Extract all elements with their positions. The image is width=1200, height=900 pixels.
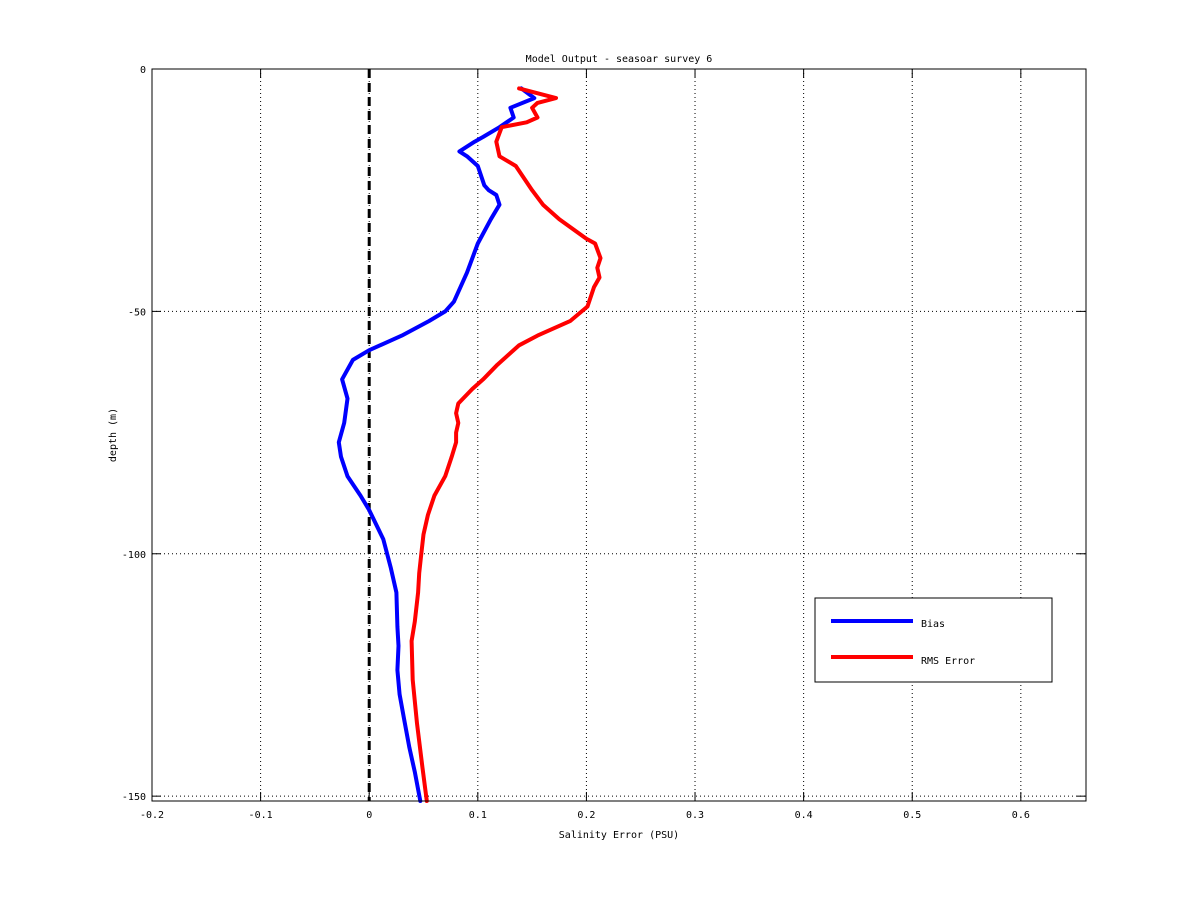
y-tick-label: -150 (122, 792, 146, 803)
y-tick-labels: 0 -50 -100 -150 (122, 65, 146, 803)
series-layer (336, 86, 603, 803)
x-tick-label: 0.1 (469, 810, 487, 821)
x-tick-label: 0.5 (903, 810, 921, 821)
x-tick-label: 0.3 (686, 810, 704, 821)
series-line-bias (336, 86, 537, 803)
grid (151, 68, 1086, 801)
x-tick-label: 0.6 (1012, 810, 1030, 821)
chart-title: Model Output - seasoar survey 6 (526, 54, 713, 65)
x-tick-label: -0.1 (249, 810, 273, 821)
x-tick-labels: -0.2 -0.1 0 0.1 0.2 0.3 0.4 0.5 0.6 (140, 810, 1030, 821)
legend: Bias RMS Error (814, 597, 1053, 683)
axis-ticks (151, 68, 1086, 801)
x-axis-label: Salinity Error (PSU) (559, 830, 679, 841)
x-tick-label: 0 (366, 810, 372, 821)
legend-box (814, 597, 1053, 683)
y-tick-label: -50 (128, 307, 146, 318)
plot-area-frame (151, 68, 1087, 802)
x-tick-label: 0.4 (795, 810, 813, 821)
x-tick-label: -0.2 (140, 810, 164, 821)
y-axis-label: depth (m) (108, 408, 119, 462)
legend-label-rms-error: RMS Error (921, 656, 975, 667)
y-tick-label: 0 (140, 65, 146, 76)
y-tick-label: -100 (122, 550, 146, 561)
legend-label-bias: Bias (921, 619, 945, 630)
series-line-rms-error (409, 86, 603, 803)
x-tick-label: 0.2 (577, 810, 595, 821)
